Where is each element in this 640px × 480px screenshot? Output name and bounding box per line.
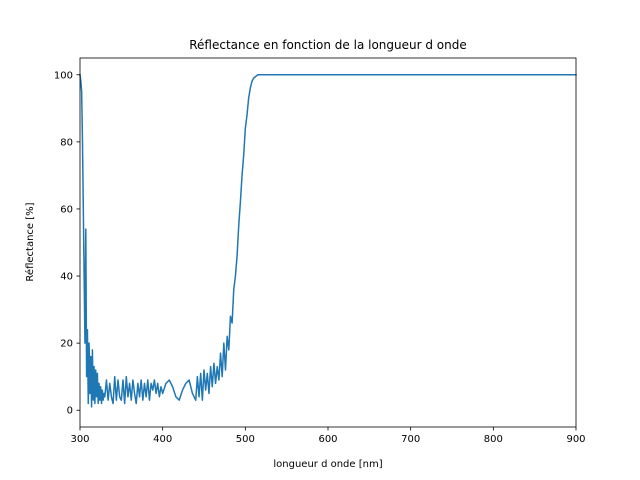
x-tick-label: 900 [566, 434, 585, 445]
x-tick-label: 500 [236, 434, 255, 445]
y-tick-label: 40 [60, 272, 73, 283]
x-tick-label: 300 [70, 434, 89, 445]
y-tick-label: 60 [60, 204, 73, 215]
y-tick-label: 0 [67, 406, 73, 417]
x-tick-label: 600 [318, 434, 337, 445]
y-tick-label: 20 [60, 339, 73, 350]
y-tick-label: 100 [54, 70, 73, 81]
plot-background [80, 58, 576, 427]
plot-area [79, 58, 577, 427]
y-axis: 0 20 40 60 80 100 [54, 70, 80, 417]
x-tick-label: 400 [153, 434, 172, 445]
y-axis-label: Réflectance [%] [24, 202, 36, 281]
chart-title: Réflectance en fonction de la longueur d… [189, 38, 467, 52]
x-axis-label: longueur d onde [nm] [273, 459, 382, 470]
reflectance-line [79, 73, 577, 408]
x-tick-label: 800 [484, 434, 503, 445]
y-tick-label: 80 [60, 137, 73, 148]
x-tick-label: 700 [401, 434, 420, 445]
plot-frame [79, 57, 577, 428]
x-axis: 300 400 500 600 700 800 900 [70, 427, 586, 445]
